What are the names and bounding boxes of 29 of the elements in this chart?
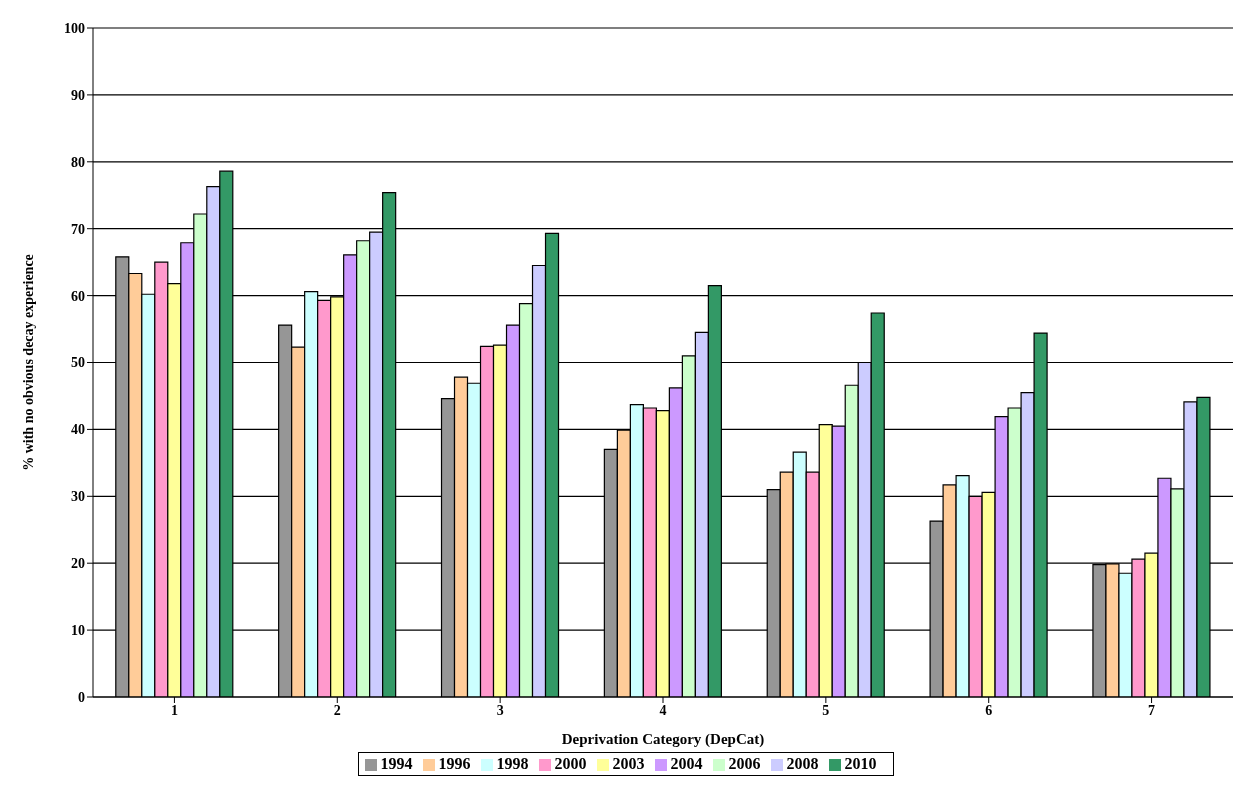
- y-tick-label: 80: [71, 154, 85, 170]
- y-tick-label: 70: [71, 221, 85, 237]
- y-tick-label: 50: [71, 355, 85, 371]
- x-tick-label: 4: [659, 702, 667, 718]
- x-tick-label: 6: [985, 702, 993, 718]
- y-tick-label: 90: [71, 87, 85, 103]
- y-tick-label: 60: [71, 288, 85, 304]
- y-tick-label: 30: [71, 489, 85, 505]
- legend-label: 2004: [670, 755, 703, 772]
- legend-label: 2008: [786, 755, 819, 772]
- legend-label: 1998: [496, 755, 529, 772]
- legend-label: 2000: [554, 755, 587, 772]
- x-tick-label: 1: [170, 702, 178, 718]
- y-tick-label: 20: [71, 556, 85, 572]
- x-tick-label: 2: [333, 702, 341, 718]
- x-tick-label: 5: [822, 702, 830, 718]
- y-tick-label: 100: [64, 20, 85, 36]
- y-tick-label: 0: [78, 689, 85, 705]
- x-axis-title: Deprivation Category (DepCat): [561, 731, 765, 748]
- legend-label: 2010: [844, 755, 877, 772]
- x-tick-label: 7: [1148, 702, 1156, 718]
- x-tick-label: 3: [496, 702, 504, 718]
- legend-label: 1996: [438, 755, 471, 772]
- y-tick-label: 40: [71, 422, 85, 438]
- legend-label: 2003: [612, 755, 645, 772]
- legend-label: 1994: [380, 755, 413, 772]
- y-axis-title: % with no obvious decay experience: [20, 254, 36, 471]
- y-tick-label: 10: [71, 623, 85, 639]
- legend-label: 2006: [728, 755, 761, 772]
